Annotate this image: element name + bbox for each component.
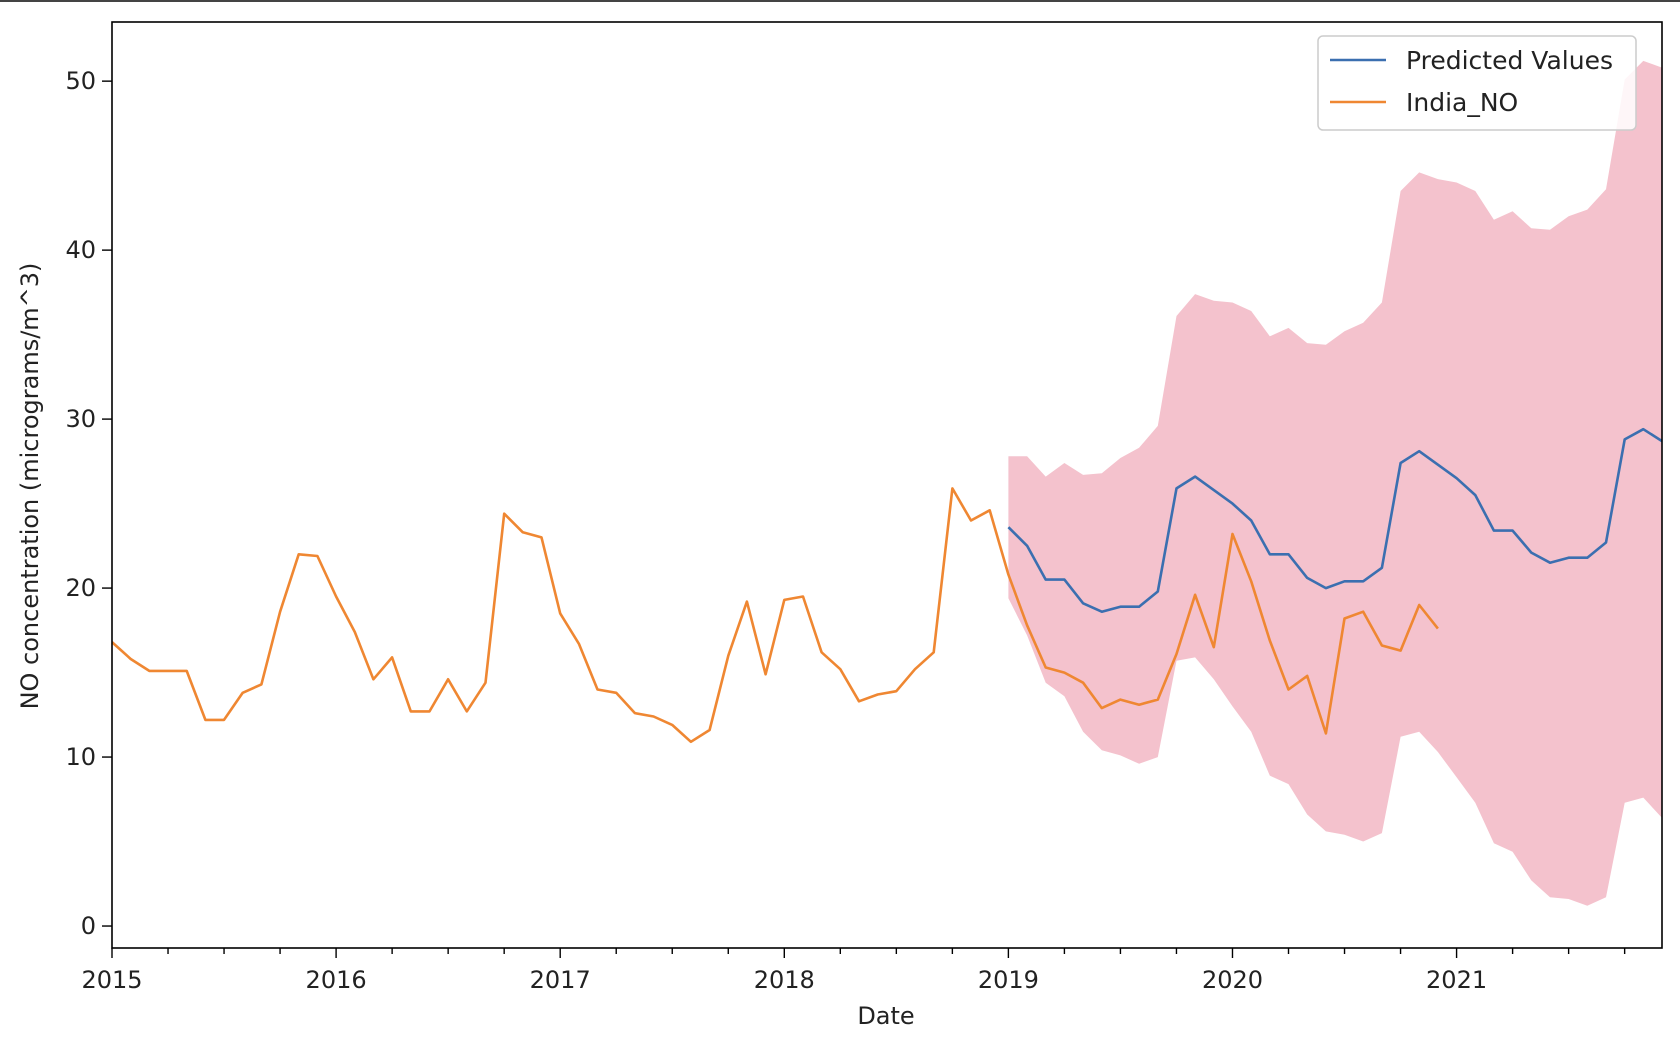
- y-tick-label: 50: [65, 67, 96, 95]
- legend-box: [1317, 35, 1637, 131]
- x-tick-label: 2017: [530, 966, 591, 994]
- predicted-values-line: [1007, 427, 1663, 614]
- x-axis-label: Date: [857, 1002, 914, 1030]
- plot-area-frame: [111, 21, 1663, 949]
- y-tick-label: 30: [65, 405, 96, 433]
- confidence-band-layer: [1008, 60, 1662, 906]
- x-tick-label: 2021: [1426, 966, 1487, 994]
- legend-label-india-no: India_NO: [1406, 88, 1518, 117]
- y-tick-label: 40: [65, 236, 96, 264]
- y-tick-label: 10: [65, 743, 96, 771]
- legend: Predicted Values India_NO: [1317, 35, 1637, 131]
- x-tick-label: 2020: [1202, 966, 1263, 994]
- series-lines-layer: [111, 427, 1663, 744]
- x-tick-label: 2018: [754, 966, 815, 994]
- y-tick-label: 0: [81, 912, 96, 940]
- top-border: [0, 0, 1680, 2]
- y-tick-label: 20: [65, 574, 96, 602]
- x-tick-label: 2015: [81, 966, 142, 994]
- y-axis-label: NO concentration (micrograms/m^3): [16, 263, 44, 710]
- x-tick-label: 2016: [306, 966, 367, 994]
- x-tick-label: 2019: [978, 966, 1039, 994]
- india-no-line: [111, 487, 1439, 744]
- x-axis-ticks: 2015 2016 2017 2018 2019 2020 2021: [81, 948, 1626, 994]
- legend-label-predicted-values: Predicted Values: [1406, 46, 1613, 75]
- confidence-band: [1008, 60, 1662, 906]
- y-axis-ticks: 0 10 20 30 40 50: [65, 67, 112, 940]
